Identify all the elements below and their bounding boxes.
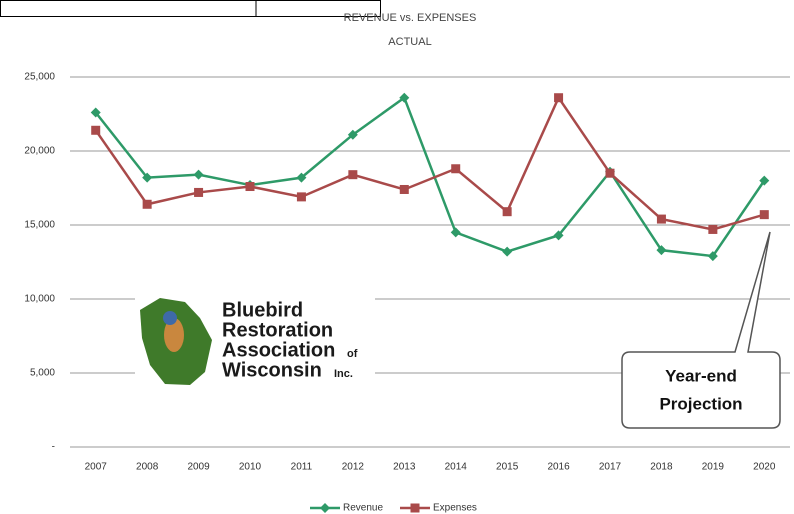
grid: - 5,000 10,000 15,000 20,000 25,000 2007 2008 20… [24, 72, 790, 473]
marker [296, 192, 306, 202]
marker [296, 172, 307, 183]
x-tick-label: 2012 [342, 462, 365, 473]
marker [410, 503, 420, 513]
x-tick-label: 2014 [445, 462, 468, 473]
logo-text: Wisconsin [222, 359, 322, 381]
marker [553, 230, 564, 241]
logo-text: Restoration [222, 319, 333, 341]
marker [399, 92, 410, 103]
marker [320, 503, 330, 513]
x-tick-label: 2009 [187, 462, 210, 473]
marker [245, 182, 255, 192]
marker [554, 93, 564, 103]
logo-text: Inc. [334, 368, 353, 380]
marker [502, 246, 513, 257]
marker [142, 172, 153, 183]
y-tick-label: 25,000 [24, 72, 55, 83]
marker [707, 251, 718, 262]
x-tick-label: 2020 [753, 462, 776, 473]
x-tick-label: 2007 [85, 462, 108, 473]
x-tick-label: 2018 [650, 462, 673, 473]
marker [450, 227, 461, 238]
y-tick-label: 10,000 [24, 294, 55, 305]
y-tick-label: 15,000 [24, 220, 55, 231]
marker [91, 125, 101, 135]
series: Revenue Expenses [90, 92, 770, 514]
y-tick-label: - [52, 442, 55, 453]
marker [451, 164, 461, 174]
marker [193, 169, 204, 180]
chart-title: REVENUE vs. EXPENSES [344, 12, 477, 24]
marker [708, 224, 718, 234]
logo-text: of [347, 348, 358, 360]
x-tick-label: 2013 [393, 462, 416, 473]
chart-subtitle: ACTUAL [388, 36, 431, 48]
marker [759, 175, 770, 186]
marker [502, 207, 512, 217]
callout-text: Year-end [665, 366, 737, 385]
callout-text: Projection [659, 394, 742, 413]
marker [90, 107, 101, 118]
legend-label: Revenue [343, 503, 383, 514]
overlay: Bluebird Restoration Association of Wisc… [135, 231, 781, 429]
marker [348, 170, 358, 180]
y-tick-label: 20,000 [24, 146, 55, 157]
x-tick-label: 2017 [599, 462, 622, 473]
marker [399, 184, 409, 194]
x-tick-label: 2019 [702, 462, 725, 473]
marker [759, 210, 769, 220]
legend-label: Expenses [433, 503, 477, 514]
logo-bird [164, 318, 184, 352]
x-tick-label: 2011 [291, 462, 313, 473]
x-tick-label: 2010 [239, 462, 262, 473]
logo-bird-head [163, 311, 177, 325]
logo-text: Association [222, 339, 335, 361]
x-tick-label: 2016 [547, 462, 570, 473]
series-line [94, 95, 765, 231]
logo-text: Bluebird [222, 299, 303, 321]
marker [347, 129, 358, 140]
marker [656, 214, 666, 224]
header-box [0, 0, 381, 17]
marker [656, 245, 667, 256]
marker [142, 199, 152, 209]
y-tick-label: 5,000 [30, 368, 55, 379]
marker [194, 187, 204, 197]
series-line [94, 95, 766, 258]
callout [621, 231, 781, 429]
marker [605, 168, 615, 178]
x-tick-label: 2015 [496, 462, 519, 473]
x-tick-label: 2008 [136, 462, 159, 473]
